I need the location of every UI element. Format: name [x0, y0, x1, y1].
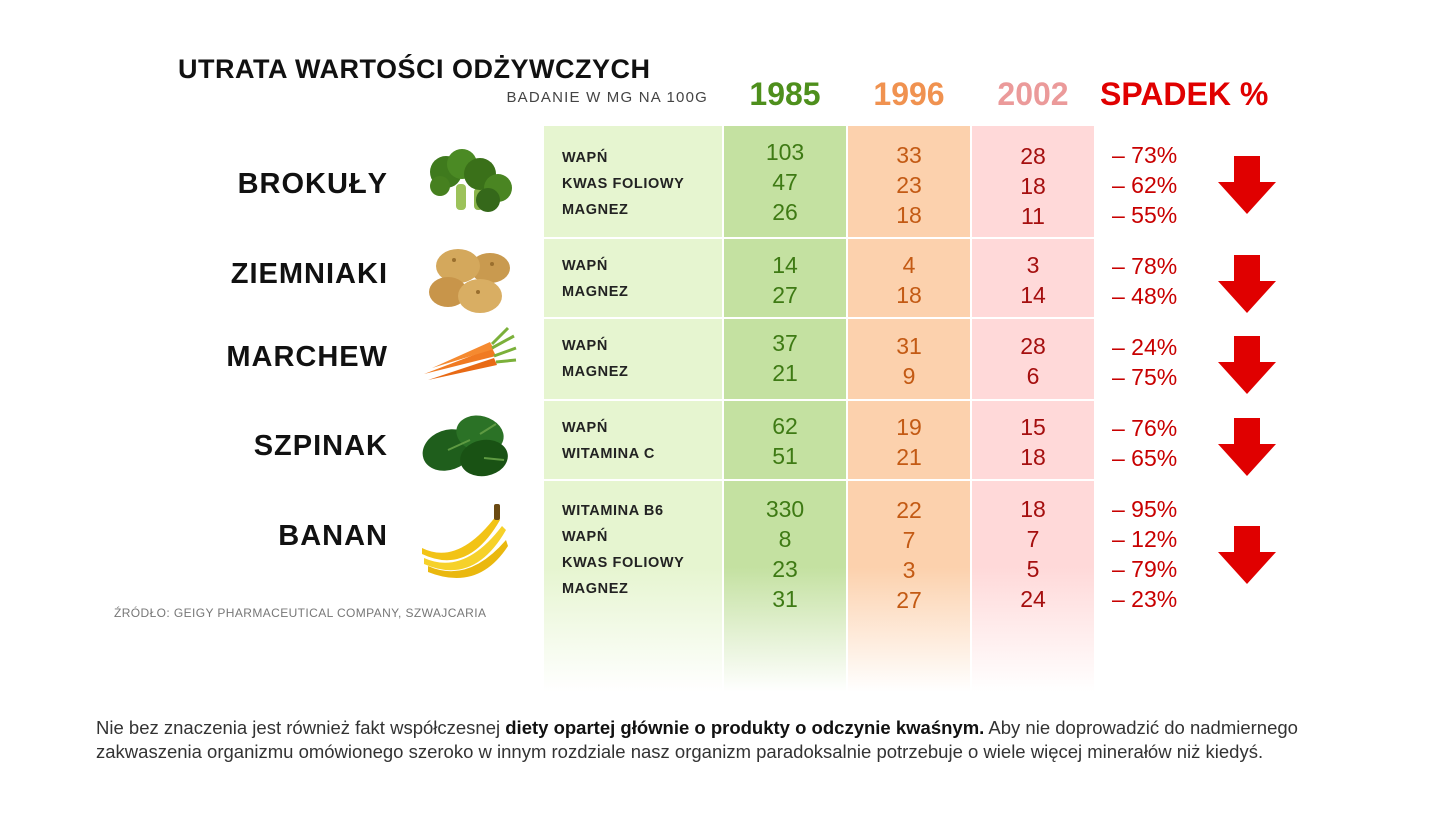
- value-1996: 22: [896, 497, 922, 523]
- bananas-icon: [422, 504, 508, 579]
- down-arrow-icon: [1218, 336, 1276, 394]
- source-caption: ŹRÓDŁO: GEIGY PHARMACEUTICAL COMPANY, SZ…: [114, 606, 487, 620]
- value-1996: 23: [896, 172, 922, 198]
- value-1985: 23: [772, 556, 798, 582]
- decline-value: – 62%: [1112, 172, 1178, 198]
- value-1996: 27: [896, 587, 922, 613]
- nutrient-label: WAPŃ: [562, 420, 608, 436]
- spinach-icon: [422, 415, 508, 477]
- value-1996: 33: [896, 142, 922, 168]
- food-name: BANAN: [278, 520, 388, 552]
- value-2002: 7: [1026, 526, 1040, 552]
- decline-value: – 75%: [1112, 364, 1178, 390]
- value-1985: 8: [778, 526, 792, 552]
- column-header-1996: 1996: [873, 76, 945, 112]
- value-1985: 330: [765, 496, 805, 522]
- nutrient-label: WAPŃ: [562, 529, 608, 545]
- value-1996: 4: [902, 252, 916, 278]
- decline-value: – 73%: [1112, 142, 1178, 168]
- down-arrow-icon: [1218, 255, 1276, 313]
- food-name: ZIEMNIAKI: [230, 258, 388, 290]
- value-2002: 6: [1026, 363, 1040, 389]
- value-2002: 18: [1020, 496, 1046, 522]
- value-1985: 26: [772, 199, 798, 225]
- decline-value: – 12%: [1112, 526, 1178, 552]
- decline-value: – 95%: [1112, 496, 1178, 522]
- value-1985: 31: [772, 586, 798, 612]
- down-arrow-icon: [1218, 418, 1276, 476]
- value-2002: 18: [1020, 444, 1046, 470]
- value-1996: 3: [902, 557, 916, 583]
- value-2002: 15: [1020, 414, 1046, 440]
- decline-value: – 23%: [1112, 586, 1178, 612]
- decline-value: – 79%: [1112, 556, 1178, 582]
- carrots-icon: [424, 326, 517, 380]
- decline-value: – 78%: [1112, 253, 1178, 279]
- value-2002: 5: [1026, 556, 1040, 582]
- column-header-1985: 1985: [749, 76, 821, 112]
- row-divider: [544, 237, 1094, 239]
- decline-value: – 55%: [1112, 202, 1178, 228]
- value-1996: 18: [896, 202, 922, 228]
- column-1996-bg: [848, 126, 970, 692]
- value-1996: 7: [902, 527, 916, 553]
- food-name: SZPINAK: [253, 430, 388, 462]
- decline-value: – 65%: [1112, 445, 1178, 471]
- nutrient-label: WAPŃ: [562, 258, 608, 274]
- nutrient-label: KWAS FOLIOWY: [562, 176, 685, 192]
- nutrient-label: MAGNEZ: [562, 202, 629, 218]
- chart-subtitle: BADANIE W MG NA 100G: [506, 89, 708, 106]
- value-2002: 14: [1020, 282, 1046, 308]
- row-divider: [544, 399, 1094, 401]
- value-1985: 27: [772, 282, 798, 308]
- potatoes-icon: [429, 249, 510, 313]
- row-divider: [544, 479, 1094, 481]
- value-1996: 31: [896, 333, 922, 359]
- value-1996: 9: [902, 363, 916, 389]
- nutrient-column-bg: [544, 126, 722, 692]
- nutrient-label: KWAS FOLIOWY: [562, 555, 685, 571]
- nutrient-label: WITAMINA C: [562, 446, 655, 462]
- explanatory-note: Nie bez znaczenia jest również fakt wspó…: [96, 716, 1346, 764]
- broccoli-icon: [430, 149, 512, 212]
- nutrient-label: WAPŃ: [562, 150, 608, 166]
- value-1985: 21: [772, 360, 798, 386]
- note-text: Nie bez znaczenia jest również fakt wspó…: [96, 717, 506, 738]
- nutrient-label: WAPŃ: [562, 338, 608, 354]
- food-name: BROKUŁY: [237, 168, 388, 200]
- value-1996: 19: [896, 414, 922, 440]
- nutrient-label: WITAMINA B6: [562, 503, 664, 519]
- down-arrow-icon: [1218, 156, 1276, 214]
- value-1985: 51: [772, 443, 798, 469]
- value-2002: 28: [1020, 143, 1046, 169]
- decline-value: – 24%: [1112, 334, 1178, 360]
- value-1985: 37: [772, 330, 798, 356]
- note-emphasis: diety opartej głównie o produkty o odczy…: [505, 717, 985, 738]
- value-1985: 47: [772, 169, 798, 195]
- value-2002: 28: [1020, 333, 1046, 359]
- food-name: MARCHEW: [226, 341, 388, 373]
- nutrient-label: MAGNEZ: [562, 284, 629, 300]
- nutrient-label: MAGNEZ: [562, 581, 629, 597]
- value-2002: 18: [1020, 173, 1046, 199]
- note-text: Aby nie doprowadzić do nadmiernego zakwa…: [96, 717, 1298, 762]
- nutrient-label: MAGNEZ: [562, 364, 629, 380]
- value-2002: 11: [1021, 203, 1045, 229]
- decline-value: – 76%: [1112, 415, 1178, 441]
- value-1996: 21: [896, 444, 922, 470]
- value-1985: 103: [765, 139, 805, 165]
- chart-title: UTRATA WARTOŚCI ODŻYWCZYCH: [178, 54, 651, 84]
- down-arrow-icon: [1218, 526, 1276, 584]
- value-1996: 18: [896, 282, 922, 308]
- decline-value: – 48%: [1112, 283, 1178, 309]
- column-1985-bg: [724, 126, 846, 692]
- value-2002: 3: [1026, 252, 1040, 278]
- column-header-decline: SPADEK %: [1100, 76, 1269, 112]
- value-2002: 24: [1020, 586, 1046, 612]
- row-divider: [544, 317, 1094, 319]
- column-2002-bg: [972, 126, 1094, 692]
- column-header-2002: 2002: [997, 76, 1069, 112]
- value-1985: 62: [772, 413, 798, 439]
- value-1985: 14: [772, 252, 798, 278]
